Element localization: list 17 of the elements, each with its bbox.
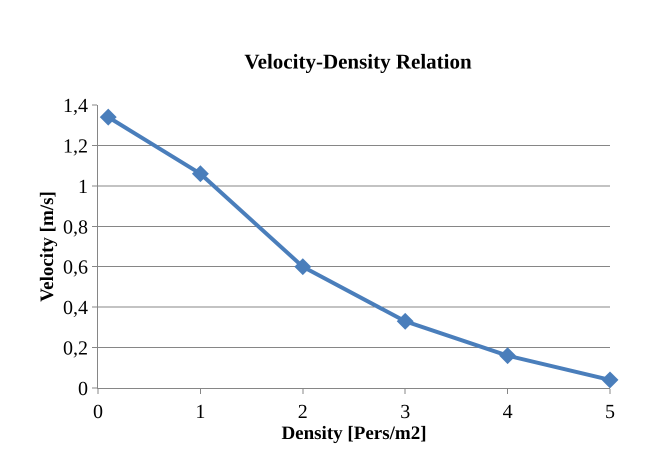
y-axis-title: Velocity [m/s] xyxy=(36,191,58,302)
x-axis-title: Density [Pers/m2] xyxy=(281,423,427,444)
x-tick-label: 0 xyxy=(93,401,103,423)
y-tick-label: 0,2 xyxy=(63,338,88,360)
x-tick-label: 5 xyxy=(605,401,615,423)
y-tick-label: 0 xyxy=(78,378,88,400)
x-tick-label: 1 xyxy=(195,401,206,423)
y-tick-label: 1,4 xyxy=(63,95,88,117)
y-tick-label: 1 xyxy=(78,176,88,198)
x-tick-label: 2 xyxy=(298,401,308,423)
chart-title: Velocity-Density Relation xyxy=(244,49,472,74)
x-tick-label: 3 xyxy=(400,401,410,423)
y-tick-label: 0,4 xyxy=(63,297,88,320)
x-tick-label: 4 xyxy=(502,401,513,423)
y-tick-label: 1,2 xyxy=(63,135,88,158)
y-tick-label: 0,8 xyxy=(63,216,88,238)
y-tick-label: 0,6 xyxy=(63,256,88,279)
